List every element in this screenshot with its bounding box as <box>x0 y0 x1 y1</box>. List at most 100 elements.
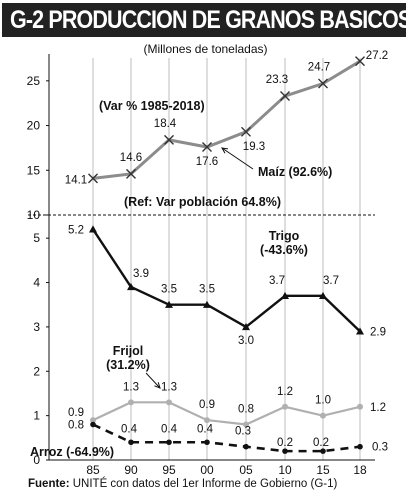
frijol-point-05 <box>243 421 249 428</box>
y-tick-upper-15: 15 <box>27 163 41 177</box>
x-tick-15: 15 <box>316 463 330 477</box>
maiz-label-00: 17.6 <box>196 156 218 168</box>
trigo-point-05 <box>242 322 250 331</box>
maiz-label-05: 19.3 <box>243 141 265 153</box>
arroz-point-18 <box>357 443 363 450</box>
series-line-frijol <box>92 401 361 426</box>
frijol-point-10 <box>282 403 288 410</box>
trigo-point-18 <box>356 327 364 335</box>
source-label: Fuente: <box>28 478 70 490</box>
maiz-label-95: 18.4 <box>154 118 177 130</box>
x-tick-85: 85 <box>86 463 100 477</box>
maiz-point-18 <box>355 56 365 67</box>
frijol-point-95 <box>166 399 172 406</box>
series-line-trigo <box>91 228 361 333</box>
series-line-arroz <box>92 423 361 453</box>
series-name-frijol: Frijol <box>113 344 144 358</box>
trigo-point-10 <box>281 291 289 300</box>
frijol-label-95: 1.3 <box>161 381 177 393</box>
maiz-label-10: 23.3 <box>266 74 288 86</box>
y-tick-lower-2: 2 <box>33 364 40 378</box>
arroz-label-00: 0.4 <box>197 423 214 435</box>
maiz-label-85: 14.1 <box>65 174 87 186</box>
maiz-point-10 <box>280 91 290 102</box>
trigo-point-85 <box>89 225 97 233</box>
series-name-maiz: Maíz (92.6%) <box>258 165 332 179</box>
series-name-frijol-var: (31.2%) <box>106 358 150 372</box>
trigo-label-00: 3.5 <box>199 284 215 296</box>
frijol-label-05: 0.8 <box>238 404 254 416</box>
frijol-arrow-head <box>154 382 161 389</box>
y-tick-upper-20: 20 <box>27 119 41 133</box>
x-tick-05: 05 <box>239 463 253 477</box>
series-name-arroz: Arroz (-64.9%) <box>30 445 114 459</box>
arroz-label-90: 0.4 <box>121 423 138 435</box>
trigo-label-10: 3.7 <box>269 275 285 287</box>
arroz-point-95 <box>166 439 172 446</box>
trigo-point-15 <box>319 291 327 300</box>
maiz-label-90: 14.6 <box>120 152 142 164</box>
y-tick-upper-10: 10 <box>27 208 41 222</box>
arroz-label-18: 0.3 <box>372 442 388 454</box>
y-tick-lower-5: 5 <box>33 231 40 245</box>
frijol-label-15: 1.0 <box>315 395 331 407</box>
y-tick-lower-0: 0 <box>33 453 40 467</box>
x-tick-18: 18 <box>353 463 367 477</box>
maiz-point-15 <box>318 78 328 89</box>
maiz-arrow <box>221 147 254 170</box>
trigo-label-90: 3.9 <box>133 268 149 280</box>
maiz-point-90 <box>126 168 136 179</box>
arroz-label-95: 0.4 <box>161 423 178 435</box>
frijol-point-18 <box>357 403 363 410</box>
trigo-point-95 <box>165 300 173 308</box>
frijol-label-85: 0.9 <box>68 407 84 419</box>
arroz-point-85 <box>90 421 96 428</box>
series-name-trigo: Trigo <box>269 229 300 243</box>
maiz-arrow-head <box>221 147 229 154</box>
maiz-label-15: 24.7 <box>308 62 330 74</box>
x-tick-90: 90 <box>124 463 138 477</box>
series-line-maiz <box>92 59 361 180</box>
y-tick-upper-25: 25 <box>27 74 41 88</box>
trigo-point-00 <box>203 300 211 308</box>
y-tick-lower-4: 4 <box>33 276 40 290</box>
trigo-label-18: 2.9 <box>370 326 386 338</box>
chart-subtitle: (Millones de toneladas) <box>143 42 268 56</box>
maiz-point-00 <box>202 142 212 153</box>
arroz-label-10: 0.2 <box>277 437 293 449</box>
frijol-label-90: 1.3 <box>123 381 139 393</box>
annotation-ref-poblacion: (Ref: Var población 64.8%) <box>124 195 281 209</box>
source-note: Fuente: UNITÉ con datos del 1er Informe … <box>28 478 337 490</box>
x-tick-95: 95 <box>162 463 176 477</box>
frijol-point-90 <box>128 399 134 406</box>
chart-title: G-2 PRODUCCION DE GRANOS BASICOS <box>10 6 411 34</box>
y-tick-lower-3: 3 <box>33 320 40 334</box>
trigo-label-95: 3.5 <box>161 284 177 296</box>
trigo-label-85: 5.2 <box>68 224 84 236</box>
frijol-label-18: 1.2 <box>370 402 386 414</box>
maiz-point-85 <box>88 173 98 184</box>
arroz-point-05 <box>243 443 249 450</box>
arroz-label-05: 0.3 <box>235 426 251 438</box>
title-bar: G-2 PRODUCCION DE GRANOS BASICOS <box>2 3 411 37</box>
arroz-label-15: 0.2 <box>313 437 329 449</box>
x-tick-10: 10 <box>278 463 292 477</box>
arroz-point-00 <box>204 439 210 446</box>
trigo-point-90 <box>127 282 135 291</box>
maiz-point-05 <box>241 126 251 137</box>
x-tick-00: 00 <box>200 463 214 477</box>
trigo-label-15: 3.7 <box>323 275 339 287</box>
arroz-point-15 <box>320 448 326 454</box>
series-name-trigo-var: (-43.6%) <box>260 243 308 257</box>
arroz-label-85: 0.8 <box>68 420 84 432</box>
trigo-label-05: 3.0 <box>238 335 254 347</box>
frijol-point-85 <box>90 417 96 424</box>
maiz-point-95 <box>164 134 174 145</box>
arroz-point-10 <box>282 448 288 454</box>
maiz-label-18: 27.2 <box>366 50 388 62</box>
arroz-point-90 <box>128 439 134 446</box>
frijol-point-00 <box>204 417 210 424</box>
source-text: UNITÉ con datos del 1er Informe de Gobie… <box>72 478 338 490</box>
frijol-label-00: 0.9 <box>199 399 215 411</box>
